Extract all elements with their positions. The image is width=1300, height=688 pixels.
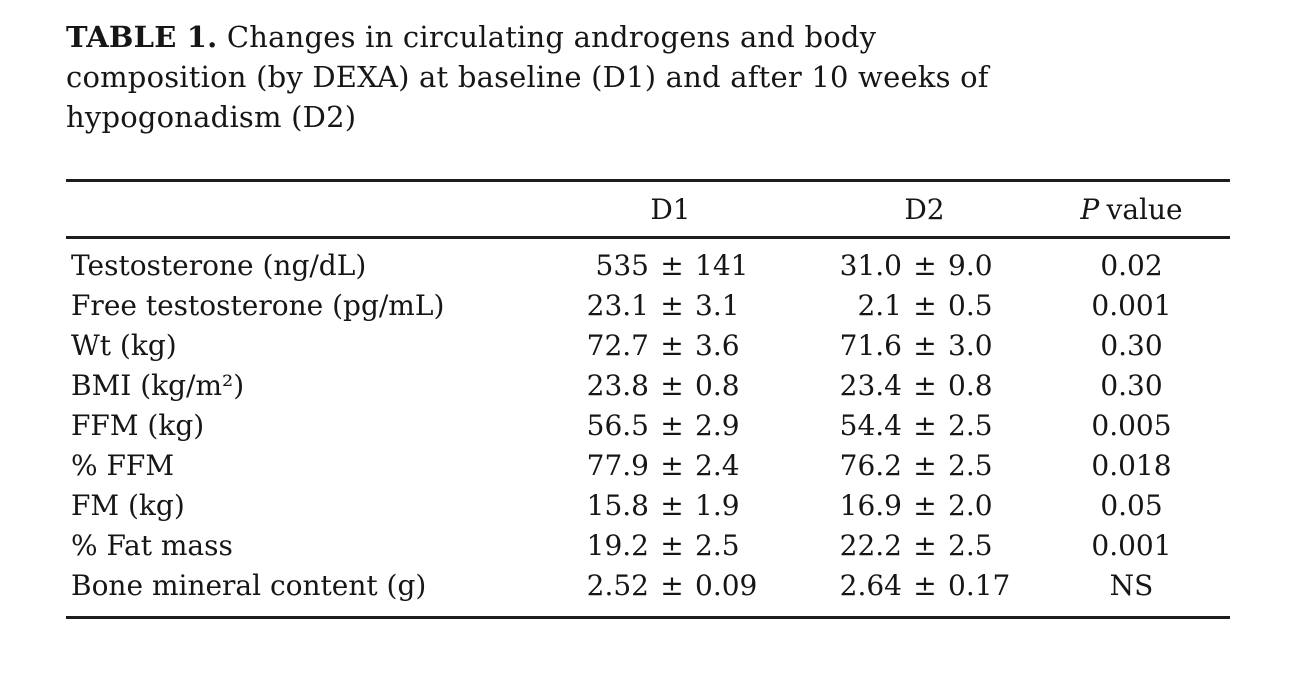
p-value-cell: 0.30 — [1100, 369, 1163, 402]
table-row: FM (kg) 15.8 ±1.9 16.9 ±2.0 0.05 — [66, 486, 1230, 526]
plus-minus-symbol: ± — [913, 329, 937, 362]
row-label: FM (kg) — [71, 489, 185, 522]
row-label: BMI (kg/m²) — [71, 369, 245, 402]
plus-minus-symbol: ± — [913, 289, 937, 322]
d2-cell: 22.2 ±2.5 — [778, 526, 1033, 566]
row-label: Free testosterone (pg/mL) — [71, 289, 445, 322]
d1-cell: 2.52 ±0.09 — [523, 566, 778, 618]
plus-minus-symbol: ± — [660, 329, 684, 362]
d2-cell: 2.1 ±0.5 — [778, 286, 1033, 326]
d1-cell: 23.1 ±3.1 — [523, 286, 778, 326]
row-label: FFM (kg) — [71, 409, 205, 442]
d1-cell: 23.8 ±0.8 — [523, 366, 778, 406]
d2-cell: 16.9 ±2.0 — [778, 486, 1033, 526]
plus-minus-symbol: ± — [660, 529, 684, 562]
header-d1: D1 — [523, 180, 778, 239]
plus-minus-symbol: ± — [913, 409, 937, 442]
d2-cell: 76.2 ±2.5 — [778, 446, 1033, 486]
row-label: % FFM — [71, 449, 175, 482]
plus-minus-symbol: ± — [913, 369, 937, 402]
p-italic: P — [1080, 192, 1100, 226]
plus-minus-symbol: ± — [913, 529, 937, 562]
p-value-cell: 0.30 — [1100, 329, 1163, 362]
table-number-label: TABLE 1. — [66, 20, 218, 54]
header-measure — [66, 180, 523, 239]
caption-line-1-text: Changes in circulating androgens and bod… — [226, 20, 877, 54]
plus-minus-symbol: ± — [913, 249, 937, 282]
table-body: Testosterone (ng/dL) 535 ±141 31.0 ±9.0 0.… — [66, 238, 1230, 618]
plus-minus-symbol: ± — [660, 449, 684, 482]
d1-cell: 56.5 ±2.9 — [523, 406, 778, 446]
plus-minus-symbol: ± — [660, 569, 684, 602]
row-label: Wt (kg) — [71, 329, 177, 362]
plus-minus-symbol: ± — [660, 409, 684, 442]
table-row: Bone mineral content (g) 2.52 ±0.09 2.64 ±… — [66, 566, 1230, 618]
row-label: % Fat mass — [71, 529, 233, 562]
table-row: Testosterone (ng/dL) 535 ±141 31.0 ±9.0 0.… — [66, 238, 1230, 287]
row-label: Bone mineral content (g) — [71, 569, 427, 602]
d2-cell: 2.64 ±0.17 — [778, 566, 1033, 618]
p-rest: value — [1106, 192, 1183, 226]
p-value-cell: 0.001 — [1091, 289, 1172, 322]
row-label: Testosterone (ng/dL) — [71, 249, 367, 282]
p-value-cell: 0.02 — [1100, 249, 1163, 282]
plus-minus-symbol: ± — [660, 369, 684, 402]
p-value-cell: 0.005 — [1091, 409, 1172, 442]
d1-cell: 19.2 ±2.5 — [523, 526, 778, 566]
d1-cell: 535 ±141 — [523, 238, 778, 287]
d1-cell: 72.7 ±3.6 — [523, 326, 778, 366]
header-d2: D2 — [778, 180, 1033, 239]
table-row: Free testosterone (pg/mL) 23.1 ±3.1 2.1 ±0… — [66, 286, 1230, 326]
p-value-cell: NS — [1109, 569, 1154, 602]
table-row: BMI (kg/m²) 23.8 ±0.8 23.4 ±0.8 0.30 — [66, 366, 1230, 406]
table-row: FFM (kg) 56.5 ±2.9 54.4 ±2.5 0.005 — [66, 406, 1230, 446]
plus-minus-symbol: ± — [660, 289, 684, 322]
d2-cell: 71.6 ±3.0 — [778, 326, 1033, 366]
p-value-cell: 0.05 — [1100, 489, 1163, 522]
table-row: % FFM 77.9 ±2.4 76.2 ±2.5 0.018 — [66, 446, 1230, 486]
plus-minus-symbol: ± — [913, 489, 937, 522]
plus-minus-symbol: ± — [660, 249, 684, 282]
p-value-cell: 0.001 — [1091, 529, 1172, 562]
plus-minus-symbol: ± — [913, 449, 937, 482]
caption-line-1: TABLE 1. Changes in circulating androgen… — [66, 17, 1230, 57]
d2-cell: 54.4 ±2.5 — [778, 406, 1033, 446]
d1-cell: 15.8 ±1.9 — [523, 486, 778, 526]
d2-cell: 23.4 ±0.8 — [778, 366, 1033, 406]
d1-cell: 77.9 ±2.4 — [523, 446, 778, 486]
table-row: Wt (kg) 72.7 ±3.6 71.6 ±3.0 0.30 — [66, 326, 1230, 366]
p-value-cell: 0.018 — [1091, 449, 1172, 482]
plus-minus-symbol: ± — [660, 489, 684, 522]
plus-minus-symbol: ± — [913, 569, 937, 602]
d2-cell: 31.0 ±9.0 — [778, 238, 1033, 287]
caption-line-3: hypogonadism (D2) — [66, 100, 357, 134]
caption-line-2: composition (by DEXA) at baseline (D1) a… — [66, 60, 989, 94]
table-row: % Fat mass 19.2 ±2.5 22.2 ±2.5 0.001 — [66, 526, 1230, 566]
table-caption: TABLE 1. Changes in circulating androgen… — [66, 17, 1230, 137]
